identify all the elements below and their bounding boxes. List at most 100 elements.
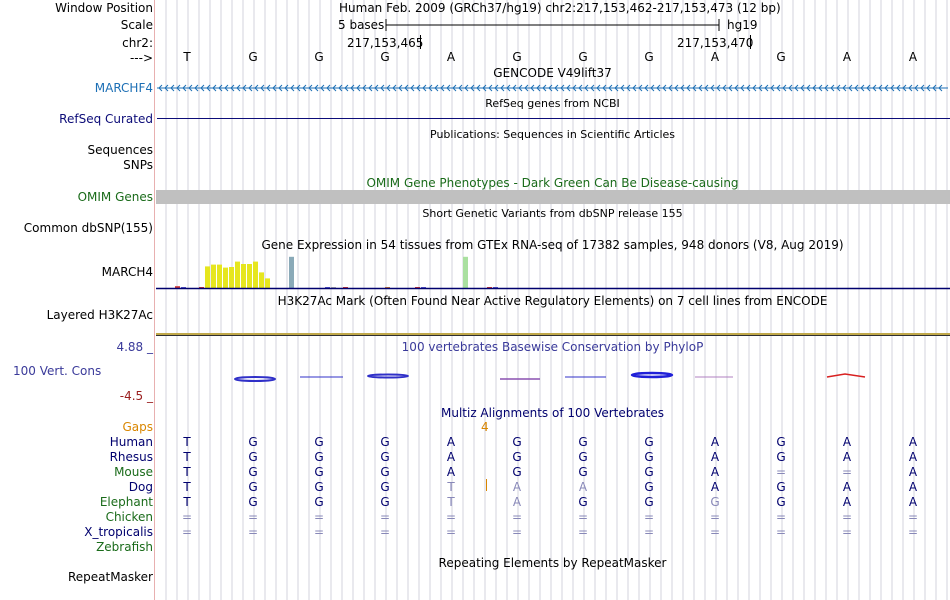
alignment-base: = [511, 525, 523, 539]
gencode-gene-feature[interactable] [155, 82, 950, 94]
alignment-base: = [643, 525, 655, 539]
gtex-tissue-bar [259, 272, 264, 288]
alignment-base: = [181, 510, 193, 524]
strand-chevron [920, 84, 925, 92]
strand-chevron [284, 84, 289, 92]
alignment-base: G [644, 495, 654, 509]
alignment-base: G [314, 480, 324, 494]
strand-chevron [674, 84, 679, 92]
strand-chevron [218, 84, 223, 92]
strand-chevron [722, 84, 727, 92]
omim-phenotype-bar[interactable] [156, 190, 950, 204]
species-label[interactable]: Zebrafish [96, 540, 153, 554]
alignment-base: G [314, 465, 324, 479]
species-label[interactable]: Dog [128, 480, 153, 494]
assembly-info[interactable]: Human Feb. 2009 (GRCh37/hg19) chr2:217,1… [339, 1, 781, 15]
h3k27ac-track-label[interactable]: Layered H3K27Ac [46, 308, 153, 322]
refseq-gene-feature[interactable] [157, 118, 950, 119]
gencode-track-title: GENCODE V49lift37 [493, 66, 612, 80]
sequence-base: G [380, 50, 390, 64]
alignment-base: G [776, 450, 786, 464]
alignment-base: = [313, 525, 325, 539]
strand-chevron [308, 84, 313, 92]
strand-chevron [902, 84, 907, 92]
sequence-base: G [776, 50, 786, 64]
strand-chevron [344, 84, 349, 92]
alignment-base: = [775, 465, 787, 479]
alignment-base: T [183, 465, 191, 479]
species-label[interactable]: Human [109, 435, 153, 449]
species-label[interactable]: Mouse [114, 465, 153, 479]
strand-chevron [566, 84, 571, 92]
species-label[interactable]: Rhesus [109, 450, 153, 464]
strand-chevron [782, 84, 787, 92]
strand-chevron [212, 84, 217, 92]
alignment-base: = [379, 510, 391, 524]
strand-chevron [626, 84, 631, 92]
alignment-base: = [379, 525, 391, 539]
alignment-base: = [445, 525, 457, 539]
gtex-expression-chart[interactable] [155, 252, 950, 290]
species-label[interactable]: X_tropicalis [84, 525, 153, 539]
strand-chevron [854, 84, 859, 92]
strand-chevron [200, 84, 205, 92]
strand-chevron [578, 84, 583, 92]
strand-chevron [590, 84, 595, 92]
position-left-tick [420, 35, 421, 49]
strand-chevron [350, 84, 355, 92]
cons-track-label[interactable]: 100 Vert. Cons [13, 364, 102, 378]
refseq-track-label[interactable]: RefSeq Curated [59, 112, 153, 126]
strand-chevron [506, 84, 511, 92]
alignment-base: G [776, 495, 786, 509]
omim-track-label[interactable]: OMIM Genes [77, 190, 153, 204]
strand-chevron [422, 84, 427, 92]
dbsnp-track-label[interactable]: Common dbSNP(155) [23, 221, 153, 235]
strand-chevron [554, 84, 559, 92]
strand-chevron [860, 84, 865, 92]
alignment-base: G [578, 435, 588, 449]
species-label[interactable]: Chicken [105, 510, 153, 524]
strand-chevron [260, 84, 265, 92]
alignment-base: A [908, 480, 918, 494]
alignment-base: A [842, 495, 852, 509]
cons-track-title: 100 vertebrates Basewise Conservation by… [401, 340, 704, 354]
sequence-base: G [512, 50, 522, 64]
strand-chevron [788, 84, 793, 92]
gtex-tissue-bar [211, 264, 216, 288]
alignment-base: = [841, 465, 853, 479]
alignment-base: = [841, 510, 853, 524]
alignment-base: = [775, 525, 787, 539]
species-label[interactable]: Elephant [99, 495, 153, 509]
alignment-base: A [842, 480, 852, 494]
sequence-base: A [842, 50, 852, 64]
strand-chevron [368, 84, 373, 92]
strand-chevron [608, 84, 613, 92]
h3k27ac-signal-line[interactable] [156, 333, 950, 335]
strand-chevron [572, 84, 577, 92]
conservation-wiggle[interactable] [155, 368, 950, 386]
alignment-base: G [578, 465, 588, 479]
strand-chevron [338, 84, 343, 92]
snps-track-label[interactable]: SNPs [123, 158, 153, 172]
h3k27ac-track-title: H3K27Ac Mark (Often Found Near Active Re… [277, 294, 828, 308]
gencode-gene-label[interactable]: MARCHF4 [94, 81, 153, 95]
strand-chevron [698, 84, 703, 92]
alignment-base: G [644, 435, 654, 449]
sequence-base: A [710, 50, 720, 64]
alignment-base: T [183, 450, 191, 464]
alignment-base: = [313, 510, 325, 524]
alignment-base: G [248, 465, 258, 479]
strand-chevron [746, 84, 751, 92]
alignment-base: A [446, 450, 456, 464]
alignment-base: A [710, 465, 720, 479]
strand-chevron [494, 84, 499, 92]
sequences-track-label[interactable]: Sequences [87, 143, 153, 157]
strand-chevron [410, 84, 415, 92]
alignment-base: G [644, 480, 654, 494]
repeatmasker-track-label[interactable]: RepeatMasker [67, 570, 153, 584]
alignment-base: A [578, 480, 588, 494]
gtex-track-label[interactable]: MARCH4 [101, 265, 153, 279]
strand-chevron [614, 84, 619, 92]
alignment-base: T [183, 435, 191, 449]
strand-chevron [866, 84, 871, 92]
